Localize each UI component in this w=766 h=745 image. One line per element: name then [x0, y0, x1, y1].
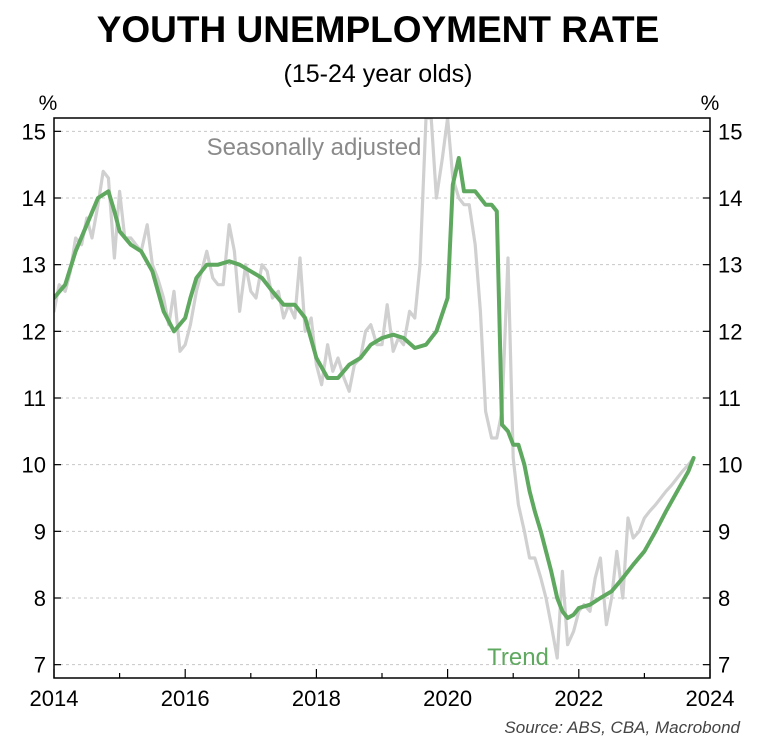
source-note: Source: ABS, CBA, Macrobond	[504, 718, 740, 737]
x-tick-label-2024: 2024	[686, 686, 735, 711]
y-tick-label-left-15: 15	[22, 119, 46, 144]
y-tick-label-right-15: 15	[718, 119, 742, 144]
y-tick-label-right-14: 14	[718, 186, 742, 211]
chart-title: YOUTH UNEMPLOYMENT RATE	[97, 9, 660, 50]
y-tick-label-right-10: 10	[718, 453, 742, 478]
y-tick-label-left-7: 7	[34, 653, 46, 678]
x-tick-label-2016: 2016	[161, 686, 210, 711]
annotation-trend: Trend	[487, 644, 549, 671]
y-tick-label-right-8: 8	[718, 586, 730, 611]
y-unit-right: %	[701, 92, 720, 115]
y-tick-label-right-9: 9	[718, 519, 730, 544]
y-tick-label-right-13: 13	[718, 253, 742, 278]
y-tick-label-left-11: 11	[23, 386, 46, 411]
y-tick-label-left-12: 12	[22, 319, 46, 344]
y-tick-label-left-13: 13	[22, 253, 46, 278]
y-tick-label-right-7: 7	[718, 653, 730, 678]
ticks-layer: 7 7 8 8 9 9 10 10 11 11 12 12 13 13 14 14 15 15 2014 2016 20…	[22, 119, 743, 711]
y-tick-label-left-8: 8	[34, 586, 46, 611]
series-line-trend	[54, 156, 696, 620]
x-tick-label-2022: 2022	[554, 686, 603, 711]
y-tick-label-right-11: 11	[718, 386, 741, 411]
y-tick-label-left-9: 9	[34, 519, 46, 544]
y-unit-left: %	[39, 92, 58, 115]
chart-subtitle: (15-24 year olds)	[284, 60, 473, 88]
y-tick-label-right-12: 12	[718, 319, 742, 344]
x-tick-label-2018: 2018	[292, 686, 341, 711]
x-tick-label-2020: 2020	[423, 686, 472, 711]
series-layer	[54, 118, 696, 660]
x-tick-label-2014: 2014	[30, 686, 79, 711]
series-line-seasonally-adjusted	[54, 118, 696, 660]
annotation-seasonally-adjusted: Seasonally adjusted	[207, 134, 422, 161]
y-tick-label-left-10: 10	[22, 453, 46, 478]
y-tick-label-left-14: 14	[22, 186, 46, 211]
